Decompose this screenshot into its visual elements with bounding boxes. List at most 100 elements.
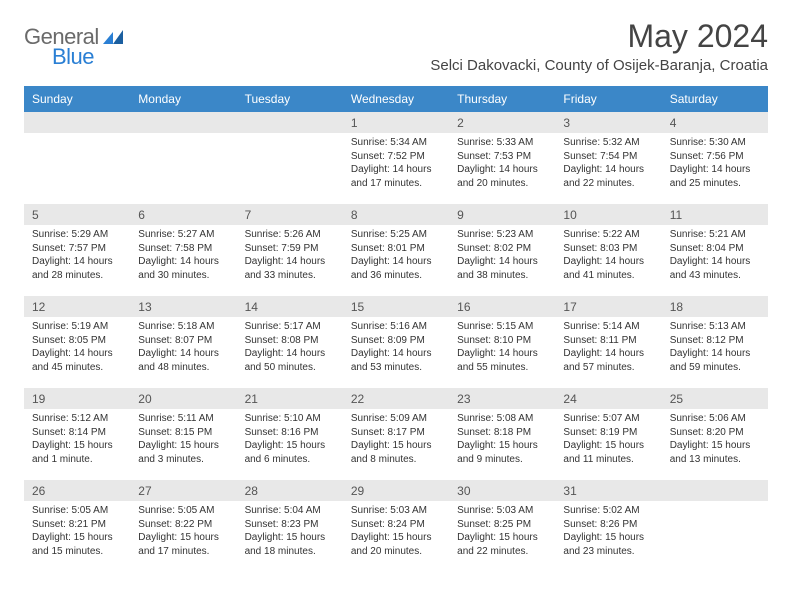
sunrise-text: Sunrise: 5:25 AM — [351, 228, 441, 242]
day-number: 24 — [555, 388, 661, 409]
sunset-text: Sunset: 8:04 PM — [670, 242, 760, 256]
day-cell: Sunrise: 5:12 AMSunset: 8:14 PMDaylight:… — [24, 409, 130, 474]
sunset-text: Sunset: 7:52 PM — [351, 150, 441, 164]
daylight-text: Daylight: 15 hours and 18 minutes. — [245, 531, 335, 558]
calendar-page: General Blue May 2024 Selci Dakovacki, C… — [0, 0, 792, 590]
daylight-text: Daylight: 14 hours and 53 minutes. — [351, 347, 441, 374]
day-number: 29 — [343, 480, 449, 501]
sunrise-text: Sunrise: 5:05 AM — [32, 504, 122, 518]
sunset-text: Sunset: 8:16 PM — [245, 426, 335, 440]
sunset-text: Sunset: 8:15 PM — [138, 426, 228, 440]
day-number — [24, 112, 130, 133]
sunrise-text: Sunrise: 5:13 AM — [670, 320, 760, 334]
logo: General Blue — [24, 24, 125, 76]
daylight-text: Daylight: 15 hours and 9 minutes. — [457, 439, 547, 466]
sunset-text: Sunset: 7:59 PM — [245, 242, 335, 256]
sunrise-text: Sunrise: 5:04 AM — [245, 504, 335, 518]
day-cell: Sunrise: 5:23 AMSunset: 8:02 PMDaylight:… — [449, 225, 555, 290]
day-cell: Sunrise: 5:04 AMSunset: 8:23 PMDaylight:… — [237, 501, 343, 566]
daylight-text: Daylight: 14 hours and 43 minutes. — [670, 255, 760, 282]
sunrise-text: Sunrise: 5:05 AM — [138, 504, 228, 518]
day-cell: Sunrise: 5:26 AMSunset: 7:59 PMDaylight:… — [237, 225, 343, 290]
daylight-text: Daylight: 14 hours and 55 minutes. — [457, 347, 547, 374]
day-number: 7 — [237, 204, 343, 225]
day-cell: Sunrise: 5:30 AMSunset: 7:56 PMDaylight:… — [662, 133, 768, 198]
day-content-row: Sunrise: 5:12 AMSunset: 8:14 PMDaylight:… — [24, 409, 768, 474]
sunrise-text: Sunrise: 5:21 AM — [670, 228, 760, 242]
day-cell: Sunrise: 5:22 AMSunset: 8:03 PMDaylight:… — [555, 225, 661, 290]
daylight-text: Daylight: 15 hours and 8 minutes. — [351, 439, 441, 466]
sunset-text: Sunset: 7:57 PM — [32, 242, 122, 256]
sunset-text: Sunset: 8:17 PM — [351, 426, 441, 440]
day-cell: Sunrise: 5:29 AMSunset: 7:57 PMDaylight:… — [24, 225, 130, 290]
daylight-text: Daylight: 15 hours and 3 minutes. — [138, 439, 228, 466]
sunrise-text: Sunrise: 5:26 AM — [245, 228, 335, 242]
day-number: 30 — [449, 480, 555, 501]
day-cell: Sunrise: 5:32 AMSunset: 7:54 PMDaylight:… — [555, 133, 661, 198]
day-number: 15 — [343, 296, 449, 317]
daylight-text: Daylight: 15 hours and 17 minutes. — [138, 531, 228, 558]
day-number: 25 — [662, 388, 768, 409]
sunrise-text: Sunrise: 5:17 AM — [245, 320, 335, 334]
day-cell — [24, 133, 130, 198]
day-cell: Sunrise: 5:25 AMSunset: 8:01 PMDaylight:… — [343, 225, 449, 290]
sunrise-text: Sunrise: 5:03 AM — [457, 504, 547, 518]
sunset-text: Sunset: 8:25 PM — [457, 518, 547, 532]
sunrise-text: Sunrise: 5:16 AM — [351, 320, 441, 334]
sunset-text: Sunset: 7:54 PM — [563, 150, 653, 164]
daylight-text: Daylight: 14 hours and 57 minutes. — [563, 347, 653, 374]
day-number: 18 — [662, 296, 768, 317]
weekday-header: Friday — [555, 86, 661, 112]
day-content-row: Sunrise: 5:29 AMSunset: 7:57 PMDaylight:… — [24, 225, 768, 290]
day-number: 11 — [662, 204, 768, 225]
daylight-text: Daylight: 14 hours and 41 minutes. — [563, 255, 653, 282]
sunrise-text: Sunrise: 5:30 AM — [670, 136, 760, 150]
sunrise-text: Sunrise: 5:27 AM — [138, 228, 228, 242]
daylight-text: Daylight: 15 hours and 23 minutes. — [563, 531, 653, 558]
day-number: 28 — [237, 480, 343, 501]
day-number — [237, 112, 343, 133]
sunset-text: Sunset: 8:20 PM — [670, 426, 760, 440]
day-cell: Sunrise: 5:10 AMSunset: 8:16 PMDaylight:… — [237, 409, 343, 474]
sunset-text: Sunset: 8:09 PM — [351, 334, 441, 348]
day-number: 8 — [343, 204, 449, 225]
day-number: 3 — [555, 112, 661, 133]
day-cell — [237, 133, 343, 198]
sunset-text: Sunset: 8:05 PM — [32, 334, 122, 348]
day-cell: Sunrise: 5:11 AMSunset: 8:15 PMDaylight:… — [130, 409, 236, 474]
day-number-row: 19202122232425 — [24, 388, 768, 409]
day-number — [130, 112, 236, 133]
day-cell: Sunrise: 5:02 AMSunset: 8:26 PMDaylight:… — [555, 501, 661, 566]
day-number: 14 — [237, 296, 343, 317]
sunrise-text: Sunrise: 5:18 AM — [138, 320, 228, 334]
day-number: 20 — [130, 388, 236, 409]
daylight-text: Daylight: 15 hours and 1 minute. — [32, 439, 122, 466]
sunrise-text: Sunrise: 5:32 AM — [563, 136, 653, 150]
day-cell: Sunrise: 5:05 AMSunset: 8:21 PMDaylight:… — [24, 501, 130, 566]
day-cell — [662, 501, 768, 566]
day-number: 1 — [343, 112, 449, 133]
day-cell: Sunrise: 5:06 AMSunset: 8:20 PMDaylight:… — [662, 409, 768, 474]
sunrise-text: Sunrise: 5:10 AM — [245, 412, 335, 426]
sunset-text: Sunset: 7:58 PM — [138, 242, 228, 256]
daylight-text: Daylight: 14 hours and 45 minutes. — [32, 347, 122, 374]
day-number: 19 — [24, 388, 130, 409]
day-content-row: Sunrise: 5:19 AMSunset: 8:05 PMDaylight:… — [24, 317, 768, 382]
sunrise-text: Sunrise: 5:14 AM — [563, 320, 653, 334]
sunset-text: Sunset: 8:19 PM — [563, 426, 653, 440]
sunset-text: Sunset: 7:56 PM — [670, 150, 760, 164]
day-number: 17 — [555, 296, 661, 317]
sunset-text: Sunset: 8:08 PM — [245, 334, 335, 348]
daylight-text: Daylight: 15 hours and 15 minutes. — [32, 531, 122, 558]
header: General Blue May 2024 Selci Dakovacki, C… — [24, 18, 768, 76]
day-content-row: Sunrise: 5:05 AMSunset: 8:21 PMDaylight:… — [24, 501, 768, 566]
daylight-text: Daylight: 14 hours and 48 minutes. — [138, 347, 228, 374]
sunset-text: Sunset: 8:10 PM — [457, 334, 547, 348]
day-cell: Sunrise: 5:03 AMSunset: 8:25 PMDaylight:… — [449, 501, 555, 566]
sunrise-text: Sunrise: 5:19 AM — [32, 320, 122, 334]
day-number: 5 — [24, 204, 130, 225]
daylight-text: Daylight: 14 hours and 50 minutes. — [245, 347, 335, 374]
day-cell: Sunrise: 5:05 AMSunset: 8:22 PMDaylight:… — [130, 501, 236, 566]
day-number: 16 — [449, 296, 555, 317]
sunset-text: Sunset: 8:14 PM — [32, 426, 122, 440]
